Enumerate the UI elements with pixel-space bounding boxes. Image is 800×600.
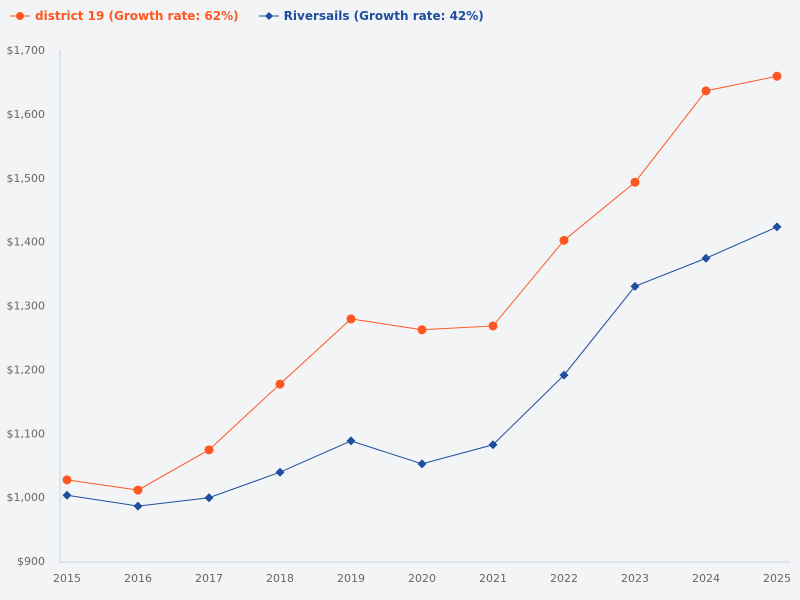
y-tick-label: $1,400 <box>7 236 46 249</box>
x-tick-label: 2015 <box>53 572 81 585</box>
data-point <box>630 281 640 291</box>
data-point <box>559 235 569 245</box>
y-tick-label: $1,700 <box>7 44 46 57</box>
x-tick-label: 2020 <box>408 572 436 585</box>
y-tick-label: $900 <box>17 555 45 568</box>
legend-item-riversails[interactable]: Riversails (Growth rate: 42%) <box>258 9 484 23</box>
y-tick-label: $1,500 <box>7 172 46 185</box>
y-tick-label: $1,100 <box>7 427 46 440</box>
x-tick-label: 2016 <box>124 572 152 585</box>
legend-label: Riversails (Growth rate: 42%) <box>283 9 484 23</box>
data-point <box>346 436 356 446</box>
legend: district 19 (Growth rate: 62%) Riversail… <box>10 9 484 23</box>
series-line-0 <box>66 75 778 491</box>
x-tick-label: 2019 <box>337 572 365 585</box>
data-point <box>701 253 711 263</box>
data-point <box>204 493 214 503</box>
data-point <box>133 485 143 495</box>
data-point <box>133 501 143 511</box>
y-tick-label: $1,300 <box>7 300 46 313</box>
y-tick-label: $1,600 <box>7 108 46 121</box>
data-point <box>346 314 356 324</box>
data-point <box>62 490 72 500</box>
x-tick-label: 2018 <box>266 572 294 585</box>
data-point <box>772 71 782 81</box>
data-point <box>559 370 569 380</box>
circle-marker-icon <box>10 12 30 20</box>
x-tick-label: 2025 <box>763 572 791 585</box>
diamond-marker-icon <box>258 12 279 20</box>
data-point <box>204 445 214 455</box>
x-tick-label: 2021 <box>479 572 507 585</box>
data-point <box>488 440 498 450</box>
data-point <box>701 86 711 96</box>
y-tick-label: $1,000 <box>7 491 46 504</box>
data-point <box>62 475 72 485</box>
data-point <box>772 222 782 232</box>
data-point <box>417 325 427 335</box>
data-point <box>275 467 285 477</box>
legend-item-district-19[interactable]: district 19 (Growth rate: 62%) <box>10 9 239 23</box>
x-tick-label: 2017 <box>195 572 223 585</box>
data-point <box>488 321 498 331</box>
data-point <box>417 459 427 469</box>
x-tick-label: 2023 <box>621 572 649 585</box>
y-tick-label: $1,200 <box>7 363 46 376</box>
legend-label: district 19 (Growth rate: 62%) <box>35 9 239 23</box>
data-point <box>630 177 640 187</box>
data-point <box>275 379 285 389</box>
x-tick-label: 2022 <box>550 572 578 585</box>
x-tick-label: 2024 <box>692 572 720 585</box>
